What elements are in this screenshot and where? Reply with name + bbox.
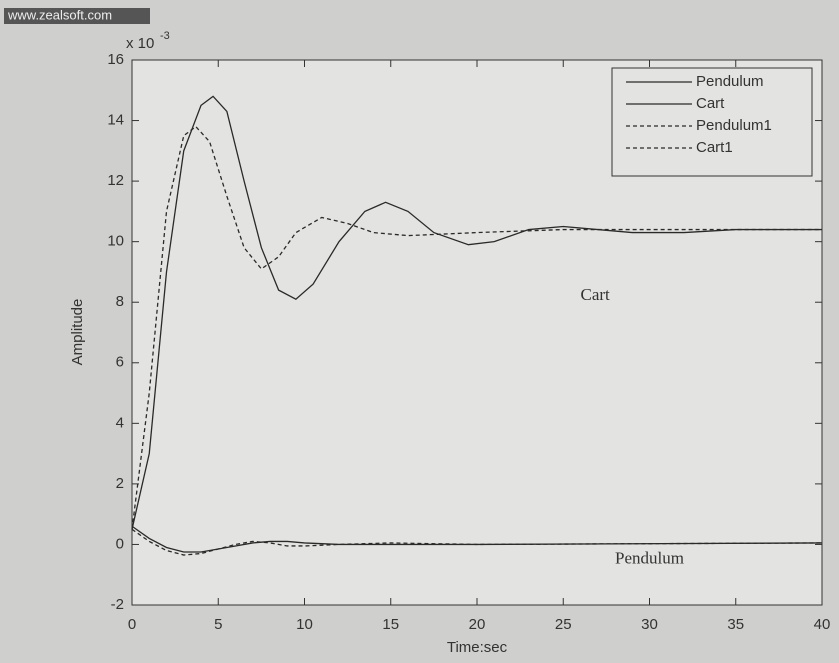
x-tick-label: 20 [469, 616, 486, 633]
y-tick-label: 6 [116, 354, 124, 371]
y-tick-label: 14 [107, 112, 124, 129]
x-tick-label: 5 [214, 616, 222, 633]
chart: www.zealsoft.com x 10 -3 Time:sec Amplit… [0, 0, 839, 663]
watermark: www.zealsoft.com [7, 7, 112, 22]
y-tick-label: -2 [111, 596, 124, 613]
x-tick-label: 40 [814, 616, 831, 633]
y-scale-label: x 10 [126, 35, 154, 52]
y-tick-label: 0 [116, 535, 124, 552]
y-tick-label: 10 [107, 233, 124, 250]
x-tick-label: 10 [296, 616, 313, 633]
y-tick-label: 16 [107, 51, 124, 68]
x-axis-label: Time:sec [447, 639, 508, 656]
x-tick-label: 30 [641, 616, 658, 633]
y-scale-exponent: -3 [160, 30, 170, 42]
y-tick-label: 2 [116, 475, 124, 492]
legend-label: Cart [696, 95, 725, 112]
legend-label: Pendulum [696, 73, 764, 90]
x-tick-label: 25 [555, 616, 572, 633]
annotation: Pendulum [615, 548, 684, 567]
legend-label: Pendulum1 [696, 117, 772, 134]
y-tick-label: 12 [107, 172, 124, 189]
x-tick-label: 0 [128, 616, 136, 633]
x-tick-label: 35 [727, 616, 744, 633]
y-tick-label: 4 [116, 414, 124, 431]
y-axis-label: Amplitude [69, 299, 86, 366]
y-tick-label: 8 [116, 293, 124, 310]
legend-label: Cart1 [696, 139, 733, 156]
x-tick-label: 15 [382, 616, 399, 633]
annotation: Cart [581, 285, 611, 304]
